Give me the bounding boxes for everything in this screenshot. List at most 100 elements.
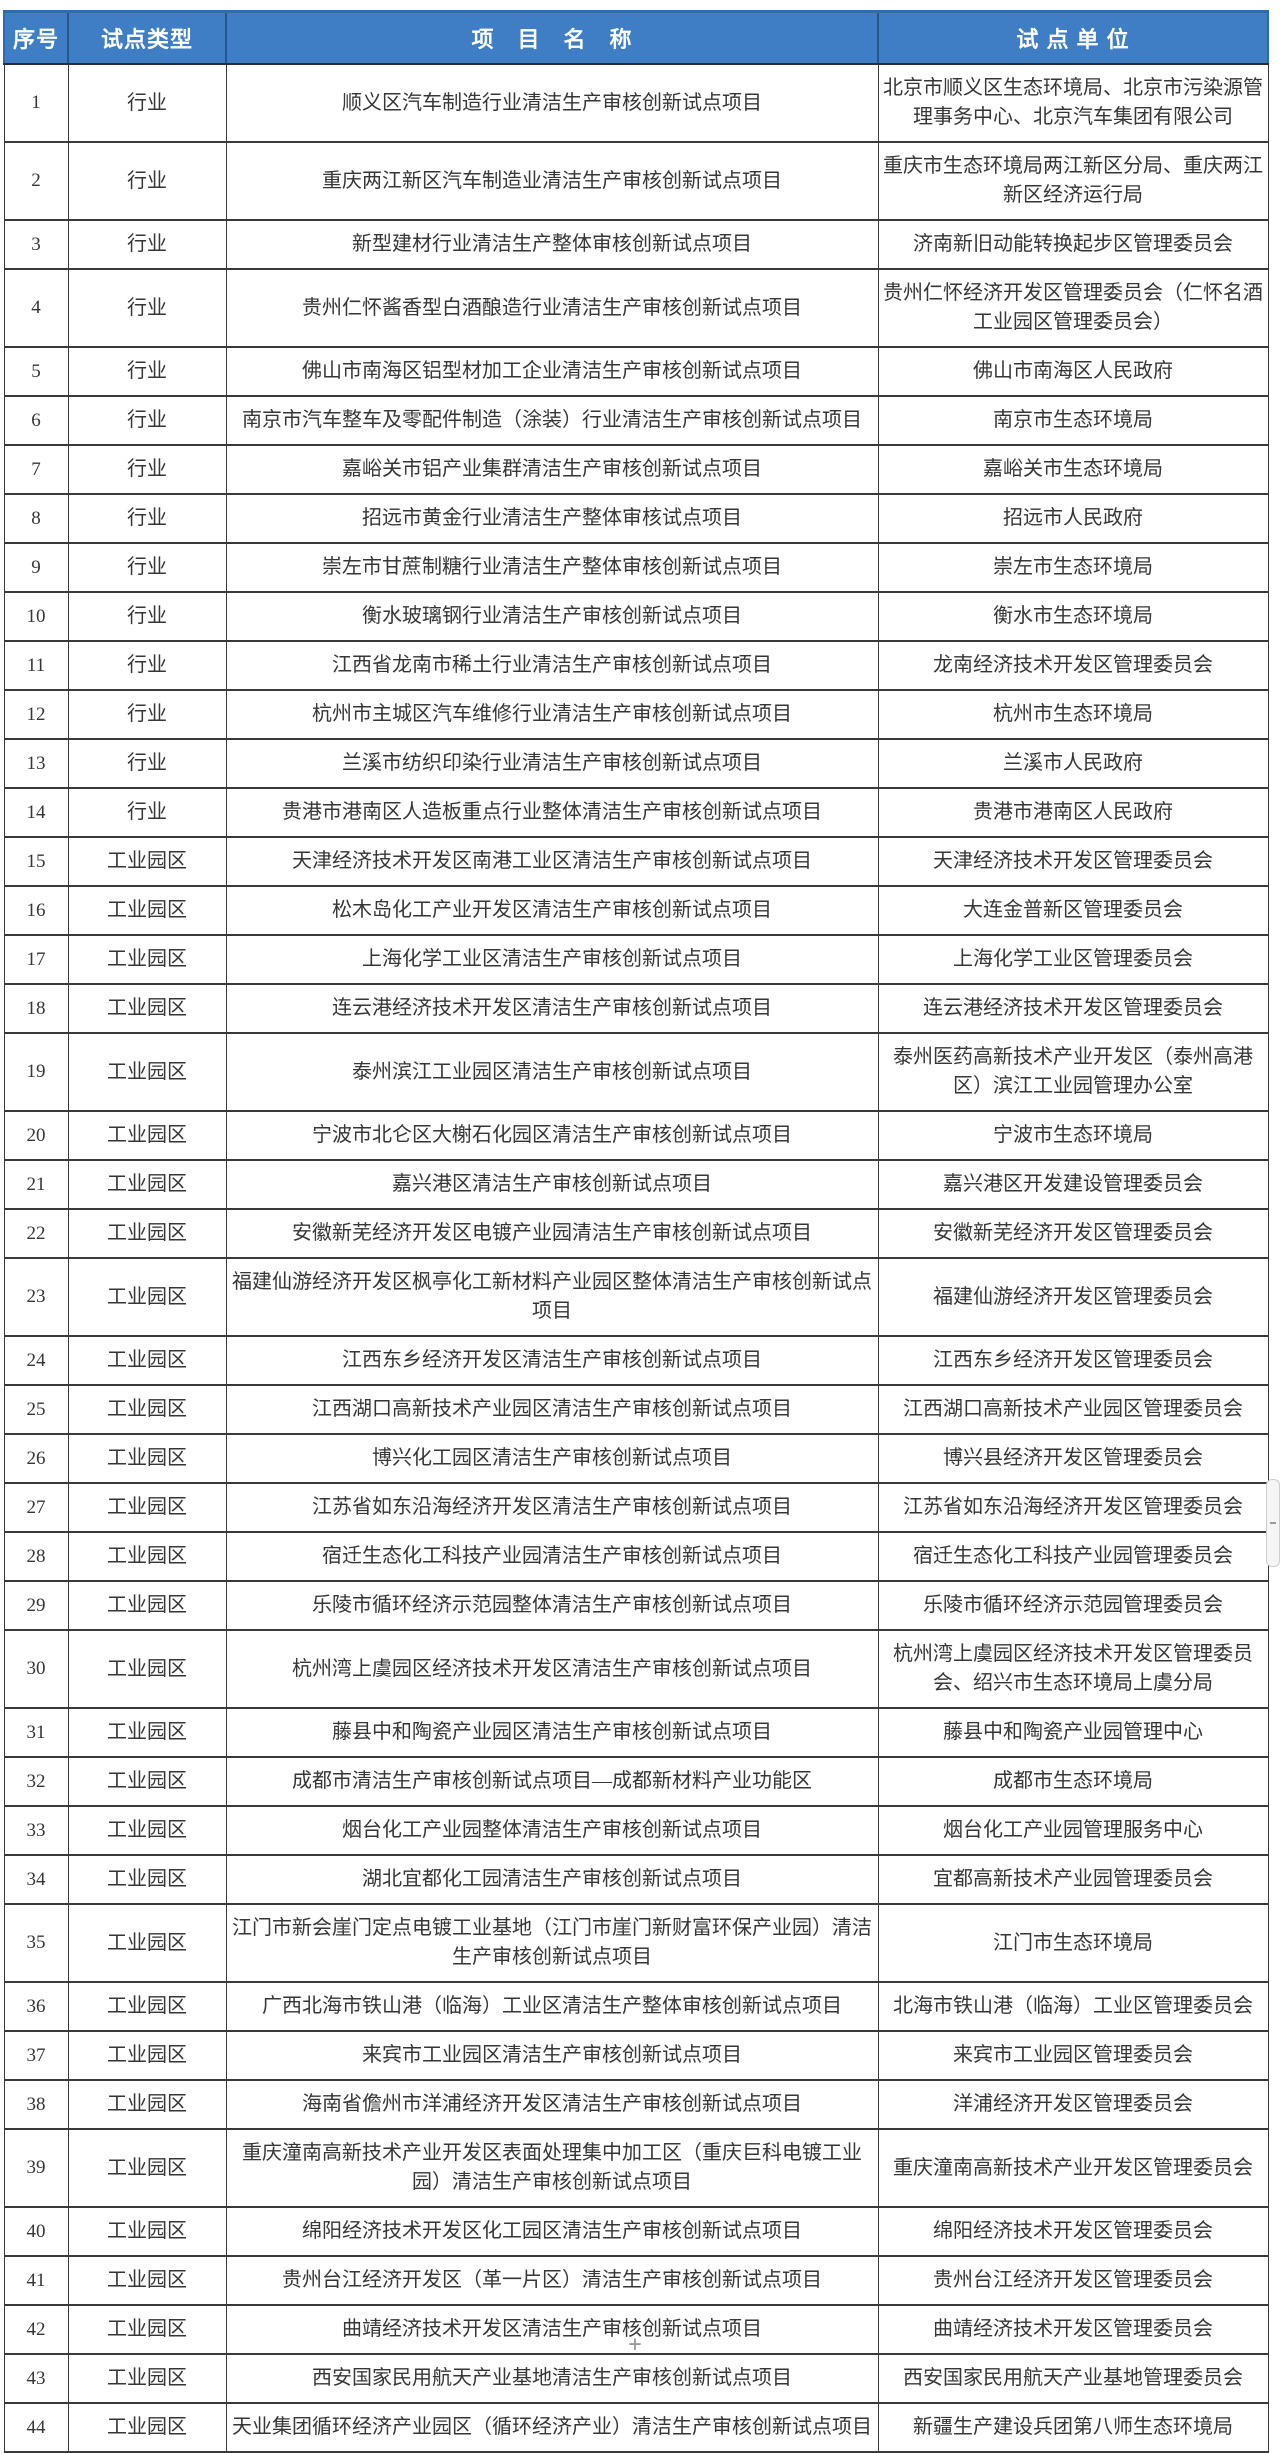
cell-pilot-unit: 洋浦经济开发区管理委员会 (877, 2079, 1269, 2130)
cell-pilot-type: 工业园区 (67, 2402, 227, 2453)
cell-row-number: 4 (3, 268, 69, 348)
cell-project-name: 海南省儋州市洋浦经济开发区清洁生产审核创新试点项目 (225, 2079, 879, 2130)
cell-project-name: 贵州台江经济开发区（革一片区）清洁生产审核创新试点项目 (225, 2255, 879, 2306)
cell-row-number: 20 (3, 1110, 69, 1161)
cell-pilot-unit: 宁波市生态环境局 (877, 1110, 1269, 1161)
table-row: 3 行业 新型建材行业清洁生产整体审核创新试点项目 济南新旧动能转换起步区管理委员会 (3, 219, 1269, 270)
table-row: 33 工业园区 烟台化工产业园整体清洁生产审核创新试点项目 烟台化工产业园管理服务中心 (3, 1805, 1269, 1856)
cell-pilot-unit: 安徽新芜经济开发区管理委员会 (877, 1208, 1269, 1259)
cell-project-name: 曲靖经济技术开发区清洁生产审核创新试点项目 (225, 2304, 879, 2355)
cell-project-name: 连云港经济技术开发区清洁生产审核创新试点项目 (225, 983, 879, 1034)
table-row: 42 工业园区 曲靖经济技术开发区清洁生产审核创新试点项目 曲靖经济技术开发区管理委员… (3, 2304, 1269, 2355)
cell-row-number: 6 (3, 395, 69, 446)
cell-project-name: 江门市新会崖门定点电镀工业基地（江门市崖门新财富环保产业园）清洁生产审核创新试点… (225, 1903, 879, 1983)
table-row: 6 行业 南京市汽车整车及零配件制造（涂装）行业清洁生产审核创新试点项目 南京市生态环… (3, 395, 1269, 446)
table-row: 20 工业园区 宁波市北仑区大榭石化园区清洁生产审核创新试点项目 宁波市生态环境局 (3, 1110, 1269, 1161)
cell-pilot-unit: 宜都高新技术产业园管理委员会 (877, 1854, 1269, 1905)
cell-pilot-unit: 北海市铁山港（临海）工业区管理委员会 (877, 1981, 1269, 2032)
cell-pilot-type: 行业 (67, 640, 227, 691)
cell-pilot-type: 工业园区 (67, 934, 227, 985)
cell-pilot-unit: 嘉兴港区开发建设管理委员会 (877, 1159, 1269, 1210)
table-row: 34 工业园区 湖北宜都化工园清洁生产审核创新试点项目 宜都高新技术产业园管理委员会 (3, 1854, 1269, 1905)
cell-pilot-unit: 来宾市工业园区管理委员会 (877, 2030, 1269, 2081)
cell-row-number: 11 (3, 640, 69, 691)
cell-pilot-unit: 江苏省如东沿海经济开发区管理委员会 (877, 1482, 1269, 1533)
cell-project-name: 崇左市甘蔗制糖行业清洁生产整体审核创新试点项目 (225, 542, 879, 593)
plus-cursor-icon: + (628, 2336, 642, 2353)
cell-row-number: 44 (3, 2402, 69, 2453)
cell-project-name: 安徽新芜经济开发区电镀产业园清洁生产审核创新试点项目 (225, 1208, 879, 1259)
table-row: 1 行业 顺义区汽车制造行业清洁生产审核创新试点项目 北京市顺义区生态环境局、北京市污… (3, 63, 1269, 143)
table-row: 26 工业园区 博兴化工园区清洁生产审核创新试点项目 博兴县经济开发区管理委员会 (3, 1433, 1269, 1484)
cell-pilot-type: 工业园区 (67, 1208, 227, 1259)
cell-project-name: 泰州滨江工业园区清洁生产审核创新试点项目 (225, 1032, 879, 1112)
cell-project-name: 广西北海市铁山港（临海）工业区清洁生产整体审核创新试点项目 (225, 1981, 879, 2032)
cell-row-number: 39 (3, 2128, 69, 2208)
cell-project-name: 杭州湾上虞园区经济技术开发区清洁生产审核创新试点项目 (225, 1629, 879, 1709)
cell-row-number: 32 (3, 1756, 69, 1807)
cell-pilot-unit: 贵港市港南区人民政府 (877, 787, 1269, 838)
table-row: 38 工业园区 海南省儋州市洋浦经济开发区清洁生产审核创新试点项目 洋浦经济开发区管理… (3, 2079, 1269, 2130)
cell-project-name: 嘉兴港区清洁生产审核创新试点项目 (225, 1159, 879, 1210)
cell-row-number: 3 (3, 219, 69, 270)
table-row: 31 工业园区 藤县中和陶瓷产业园区清洁生产审核创新试点项目 藤县中和陶瓷产业园管理中… (3, 1707, 1269, 1758)
cell-row-number: 35 (3, 1903, 69, 1983)
cell-pilot-unit: 兰溪市人民政府 (877, 738, 1269, 789)
table-row: 25 工业园区 江西湖口高新技术产业园区清洁生产审核创新试点项目 江西湖口高新技术产业… (3, 1384, 1269, 1435)
cell-pilot-type: 工业园区 (67, 1335, 227, 1386)
cell-row-number: 17 (3, 934, 69, 985)
cell-pilot-unit: 福建仙游经济开发区管理委员会 (877, 1257, 1269, 1337)
table-row: 17 工业园区 上海化学工业区清洁生产审核创新试点项目 上海化学工业区管理委员会 (3, 934, 1269, 985)
column-header-unit: 试 点 单 位 (877, 10, 1269, 65)
table-row: 5 行业 佛山市南海区铝型材加工企业清洁生产审核创新试点项目 佛山市南海区人民政府 (3, 346, 1269, 397)
cell-row-number: 21 (3, 1159, 69, 1210)
table-row: 24 工业园区 江西东乡经济开发区清洁生产审核创新试点项目 江西东乡经济开发区管理委员… (3, 1335, 1269, 1386)
cell-pilot-type: 工业园区 (67, 1531, 227, 1582)
cell-row-number: 28 (3, 1531, 69, 1582)
table-row: 16 工业园区 松木岛化工产业开发区清洁生产审核创新试点项目 大连金普新区管理委员会 (3, 885, 1269, 936)
cell-project-name: 兰溪市纺织印染行业清洁生产审核创新试点项目 (225, 738, 879, 789)
cell-row-number: 15 (3, 836, 69, 887)
cell-pilot-unit: 大连金普新区管理委员会 (877, 885, 1269, 936)
cell-row-number: 9 (3, 542, 69, 593)
table-header: 序号 试点类型 项 目 名 称 试 点 单 位 (3, 10, 1269, 65)
cell-pilot-unit: 佛山市南海区人民政府 (877, 346, 1269, 397)
cell-pilot-unit: 重庆潼南高新技术产业开发区管理委员会 (877, 2128, 1269, 2208)
cell-pilot-type: 行业 (67, 268, 227, 348)
table-row: 22 工业园区 安徽新芜经济开发区电镀产业园清洁生产审核创新试点项目 安徽新芜经济开发… (3, 1208, 1269, 1259)
cell-pilot-type: 工业园区 (67, 1903, 227, 1983)
cell-project-name: 来宾市工业园区清洁生产审核创新试点项目 (225, 2030, 879, 2081)
table-row: 37 工业园区 来宾市工业园区清洁生产审核创新试点项目 来宾市工业园区管理委员会 (3, 2030, 1269, 2081)
cell-pilot-unit: 博兴县经济开发区管理委员会 (877, 1433, 1269, 1484)
cell-project-name: 江西省龙南市稀土行业清洁生产审核创新试点项目 (225, 640, 879, 691)
cell-pilot-unit: 曲靖经济技术开发区管理委员会 (877, 2304, 1269, 2355)
cell-pilot-type: 行业 (67, 63, 227, 143)
cell-pilot-type: 行业 (67, 141, 227, 221)
table-row: 18 工业园区 连云港经济技术开发区清洁生产审核创新试点项目 连云港经济技术开发区管理… (3, 983, 1269, 1034)
cell-pilot-unit: 江西东乡经济开发区管理委员会 (877, 1335, 1269, 1386)
cell-pilot-type: 工业园区 (67, 1482, 227, 1533)
scrollbar-thumb[interactable] (1266, 1479, 1280, 1567)
table-row: 23 工业园区 福建仙游经济开发区枫亭化工新材料产业园区整体清洁生产审核创新试点项目… (3, 1257, 1269, 1337)
cell-row-number: 1 (3, 63, 69, 143)
cell-row-number: 5 (3, 346, 69, 397)
cell-row-number: 42 (3, 2304, 69, 2355)
cell-project-name: 松木岛化工产业开发区清洁生产审核创新试点项目 (225, 885, 879, 936)
table-row: 43 工业园区 西安国家民用航天产业基地清洁生产审核创新试点项目 西安国家民用航天产业… (3, 2353, 1269, 2404)
cell-pilot-type: 工业园区 (67, 983, 227, 1034)
cell-pilot-type: 工业园区 (67, 2255, 227, 2306)
cell-project-name: 成都市清洁生产审核创新试点项目—成都新材料产业功能区 (225, 1756, 879, 1807)
table-row: 29 工业园区 乐陵市循环经济示范园整体清洁生产审核创新试点项目 乐陵市循环经济示范园… (3, 1580, 1269, 1631)
cell-pilot-type: 工业园区 (67, 1756, 227, 1807)
cell-row-number: 43 (3, 2353, 69, 2404)
cell-row-number: 27 (3, 1482, 69, 1533)
table-row: 12 行业 杭州市主城区汽车维修行业清洁生产审核创新试点项目 杭州市生态环境局 (3, 689, 1269, 740)
table-row: 39 工业园区 重庆潼南高新技术产业开发区表面处理集中加工区（重庆巨科电镀工业园）清… (3, 2128, 1269, 2208)
cell-pilot-unit: 西安国家民用航天产业基地管理委员会 (877, 2353, 1269, 2404)
cell-pilot-type: 工业园区 (67, 2128, 227, 2208)
cell-pilot-unit: 济南新旧动能转换起步区管理委员会 (877, 219, 1269, 270)
table-header-row: 序号 试点类型 项 目 名 称 试 点 单 位 (3, 10, 1269, 65)
table-row: 21 工业园区 嘉兴港区清洁生产审核创新试点项目 嘉兴港区开发建设管理委员会 (3, 1159, 1269, 1210)
cell-row-number: 8 (3, 493, 69, 544)
cell-pilot-type: 工业园区 (67, 1981, 227, 2032)
